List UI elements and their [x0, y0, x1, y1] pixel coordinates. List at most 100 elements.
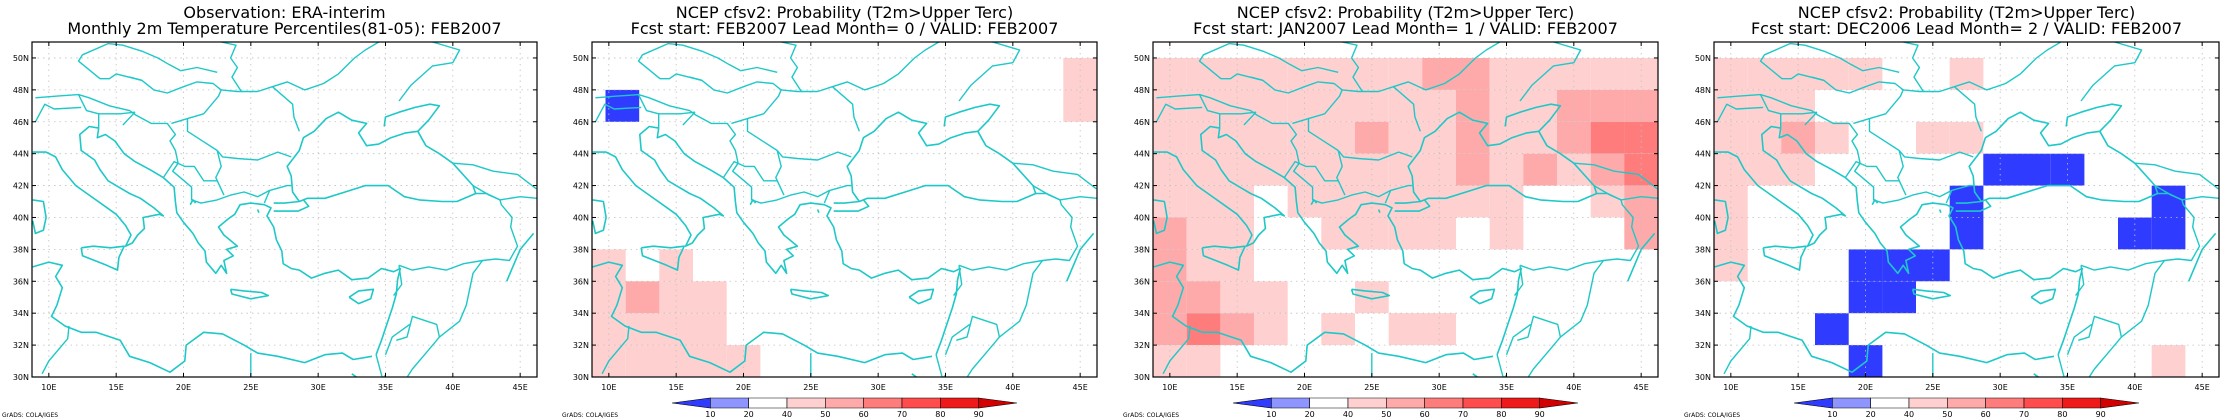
coastline	[2033, 373, 2069, 377]
country-border	[1898, 150, 1974, 161]
lat-label: 44N	[13, 150, 29, 159]
coastline	[592, 261, 933, 374]
coastline	[640, 245, 686, 271]
lat-label: 44N	[573, 150, 589, 159]
country-border	[775, 150, 785, 196]
colorbar: 10 20 40 50 60 70 80 90	[1232, 397, 1579, 419]
lat-label: 30N	[13, 373, 29, 382]
lon-label: 25E	[803, 383, 818, 392]
country-border	[1573, 162, 1658, 190]
coastline	[1153, 199, 1168, 235]
country-border	[215, 150, 225, 196]
probability-cell	[1388, 58, 1423, 90]
probability-cell	[1355, 89, 1389, 122]
country-border	[2057, 336, 2122, 377]
probability-cell	[1153, 58, 1187, 90]
probability-cell	[1848, 58, 1883, 90]
colorbar-label: 40	[1343, 410, 1353, 419]
probability-cell	[1882, 281, 1916, 314]
coastline	[1778, 127, 2084, 355]
lon-label: 45E	[2195, 383, 2210, 392]
probability-cell	[1220, 281, 1254, 314]
panel-title-line2: Fcst start: JAN2007 Lead Month= 1 / VALI…	[1193, 19, 1618, 38]
country-border	[746, 118, 778, 152]
probability-cell	[693, 345, 727, 377]
lon-label: 40E	[1005, 383, 1020, 392]
coastline	[2187, 232, 2217, 282]
country-border	[41, 325, 70, 375]
probability-cell	[1456, 89, 1490, 122]
probability-cell	[1254, 313, 1288, 346]
country-border	[1243, 111, 1257, 126]
country-border	[1032, 184, 1097, 201]
probability-cell	[1186, 313, 1221, 346]
country-border	[637, 42, 778, 81]
lat-label: 38N	[1134, 245, 1150, 254]
map-frame	[591, 41, 1098, 378]
probability-cell	[1714, 58, 1748, 90]
colorbar-label: 90	[1535, 410, 1545, 419]
coastline	[505, 232, 535, 282]
probability-cell	[1916, 121, 1950, 154]
probability-cell	[1848, 281, 1883, 314]
coastline	[833, 103, 1001, 204]
lat-label: 48N	[1134, 86, 1150, 95]
country-border	[1716, 103, 1764, 123]
lat-label: 36N	[573, 277, 589, 286]
lat-label: 46N	[13, 118, 29, 127]
coastline	[1201, 245, 1246, 271]
lat-label: 34N	[13, 309, 29, 318]
country-border	[393, 265, 403, 297]
coastline	[32, 199, 47, 235]
country-border	[1954, 42, 2062, 91]
coastline	[299, 130, 477, 203]
map-frame	[1152, 41, 1659, 378]
colorbar-label: 90	[2096, 410, 2106, 419]
probability-cell	[1355, 217, 1389, 250]
country-border	[953, 265, 963, 297]
probability-cell	[1186, 281, 1221, 314]
lat-label: 30N	[573, 373, 589, 382]
colorbar-swatch	[1309, 397, 1349, 409]
lat-label: 34N	[573, 309, 589, 318]
lat-label: 38N	[1695, 245, 1711, 254]
probability-cell	[1456, 58, 1490, 90]
probability-cell	[1355, 121, 1389, 154]
lat-label: 30N	[1134, 373, 1150, 382]
grads-credit: GrADS: COLA/IGES	[1123, 412, 1179, 419]
country-border	[2066, 323, 2093, 355]
country-border	[1811, 76, 1904, 125]
lon-label: 10E	[1723, 383, 1738, 392]
probability-cell	[1916, 249, 1950, 282]
country-border	[1759, 42, 1900, 81]
lon-label: 35E	[938, 383, 953, 392]
colorbar-label: 70	[2019, 410, 2029, 419]
coastline	[816, 209, 820, 214]
coastline	[536, 140, 537, 143]
lon-label: 20E	[176, 383, 191, 392]
colorbar-label: 40	[782, 410, 792, 419]
probability-cell	[1254, 58, 1288, 90]
country-border	[2134, 162, 2219, 190]
panel-title-line2: Fcst start: DEC2006 Lead Month= 2 / VALI…	[1751, 19, 2182, 38]
probability-cell	[1714, 121, 1748, 154]
colorbar-swatch	[1347, 397, 1387, 409]
map-frame	[31, 41, 538, 378]
lat-label: 42N	[1134, 182, 1150, 191]
coastline	[229, 288, 270, 300]
colorbar-swatch	[978, 397, 1018, 409]
country-border	[396, 260, 484, 341]
probability-cell	[1388, 217, 1423, 250]
coastline	[2218, 140, 2219, 143]
coastline	[911, 373, 947, 377]
lat-label: 40N	[13, 213, 29, 222]
country-border	[1514, 265, 1524, 297]
probability-cell	[1624, 121, 1658, 154]
colorbar-swatch	[825, 397, 864, 409]
probability-cell	[1254, 281, 1288, 314]
country-border	[823, 190, 831, 204]
map-area	[32, 42, 537, 377]
probability-cell	[1287, 58, 1322, 90]
probability-cell	[2151, 217, 2186, 250]
country-border	[781, 85, 860, 132]
